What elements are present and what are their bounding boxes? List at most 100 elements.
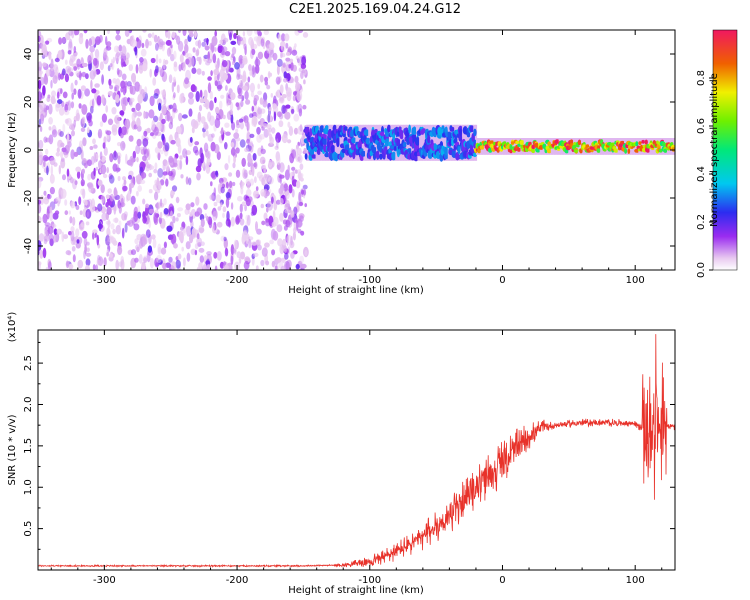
noise-blob [112,56,116,64]
noise-blob [168,121,174,130]
noise-blob [120,255,124,265]
noise-blob [260,38,265,47]
noise-blob [49,206,53,214]
snr-axes: -300 -200 -100 0 100 0.5 1.0 1.5 2.0 2.5 [23,330,675,586]
noise-blob [99,121,104,127]
noise-blob [129,97,134,107]
noise-blob [93,152,97,164]
noise-blob [244,120,248,127]
noise-blob [199,98,205,104]
noise-blob [283,245,288,253]
noise-blob [259,97,264,105]
noise-blob [257,90,262,96]
noise-blob [292,95,296,102]
noise-blob [126,81,132,87]
noise-blob [263,164,267,174]
noise-blob [64,73,69,83]
noise-blob [240,79,244,91]
noise-blob [238,54,244,64]
noise-blob [115,224,122,235]
noise-blob [189,136,193,143]
noise-blob [190,84,196,93]
noise-blob [134,257,139,263]
noise-blob [142,198,146,205]
noise-blob [45,40,50,45]
band-blob [326,139,330,149]
noise-blob [38,217,44,222]
noise-blob [42,62,47,67]
noise-blob [68,38,73,49]
noise-blob [266,84,271,90]
noise-blob [145,229,151,238]
noise-blob [185,241,191,250]
band-blob [569,139,574,145]
band-blob [352,151,356,160]
noise-blob [173,243,178,249]
noise-blob [101,74,104,85]
noise-blob [100,164,107,175]
noise-blob [83,30,88,34]
noise-blob [99,151,103,161]
noise-blob [161,118,166,125]
noise-blob [66,141,71,152]
band-blob [375,150,381,159]
noise-blob [263,173,268,179]
noise-blob [295,263,300,270]
noise-blob [171,81,175,93]
y-tick-label: 40 [23,48,34,61]
noise-blob [38,35,41,42]
noise-blob [216,84,223,90]
noise-blob [244,90,249,100]
colorbar-tick-label: 0.8 [696,70,707,86]
noise-blob [295,81,301,92]
noise-blob [175,217,179,222]
noise-blob [288,184,293,194]
noise-blob [157,141,163,149]
noise-blob [70,226,75,233]
noise-blob [262,123,268,128]
noise-blob [260,148,266,155]
noise-blob [296,90,303,102]
noise-blob [180,226,184,231]
noise-blob [184,43,189,54]
noise-blob [279,198,284,206]
spectrogram-region [473,138,675,155]
colorbar-ticks: 0.0 0.2 0.4 0.6 0.8 [696,70,713,278]
noise-blob [90,105,94,114]
noise-blob [210,141,216,152]
band-halo [419,124,422,161]
noise-blob [73,46,77,54]
noise-blob [184,52,189,58]
noise-blob [226,92,229,104]
noise-blob [172,215,176,224]
noise-blob [248,158,253,164]
noise-blob [43,160,46,167]
noise-blob [225,218,231,227]
noise-blob [82,137,87,147]
band-blob [546,148,552,154]
noise-blob [225,191,231,199]
noise-blob [38,233,45,242]
noise-blob [271,127,276,134]
noise-blob [268,57,273,64]
noise-blob [163,208,169,215]
noise-blob [256,126,261,135]
noise-blob [60,157,65,162]
noise-blob [303,79,306,85]
noise-blob [92,232,95,240]
noise-blob [196,68,202,75]
noise-blob [250,91,255,98]
noise-blob [263,92,268,102]
noise-blob [285,190,290,200]
band-blob [324,125,329,133]
noise-blob [39,126,43,132]
noise-blob [112,163,118,172]
noise-blob [236,251,242,259]
noise-blob [136,156,139,163]
noise-blob [299,124,303,132]
noise-blob [77,259,84,269]
noise-blob [280,265,287,270]
band-blob [344,144,351,151]
noise-blob [147,245,153,253]
noise-blob [274,145,279,150]
